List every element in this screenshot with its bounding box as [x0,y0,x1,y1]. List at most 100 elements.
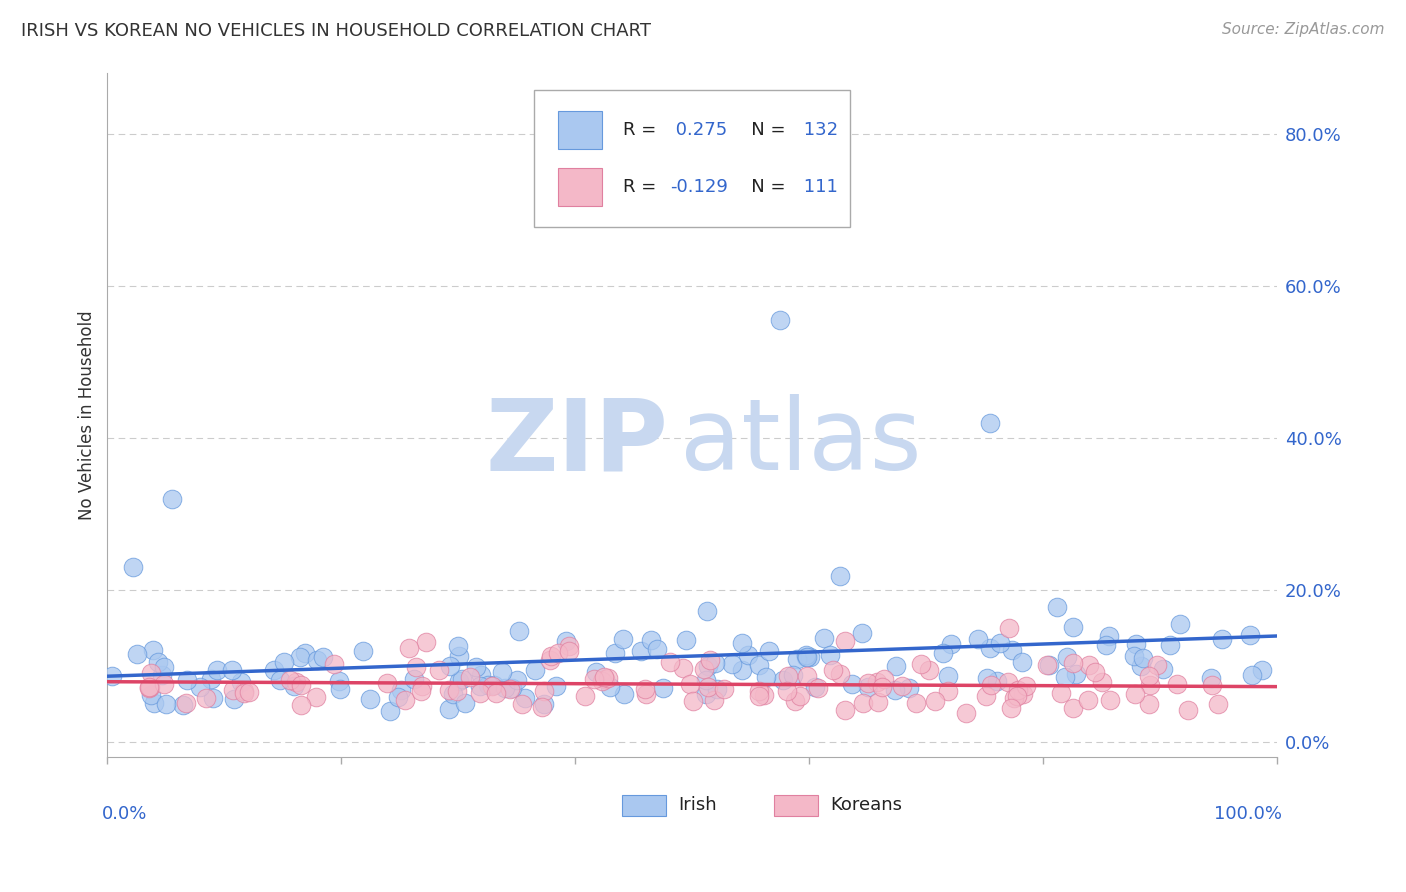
Point [402,672,425,686]
Point [468,686,491,700]
Point [232,683,254,698]
Point [866,674,889,689]
Text: ZIP: ZIP [485,394,669,491]
Point [585,665,607,679]
Point [818,648,841,663]
Text: 111: 111 [799,178,838,196]
Point [924,694,946,708]
Point [1098,629,1121,643]
Point [695,673,717,688]
Point [202,690,225,705]
Point [415,635,437,649]
Point [695,687,717,701]
Point [1177,703,1199,717]
Point [1046,599,1069,614]
Point [807,681,830,696]
Point [884,658,907,673]
Point [612,632,634,646]
Point [574,690,596,704]
Point [429,663,451,677]
Point [841,677,863,691]
Point [593,672,616,686]
Point [359,692,381,706]
Point [290,678,312,692]
Point [1152,662,1174,676]
Point [1129,659,1152,673]
Point [1123,649,1146,664]
Point [693,662,716,676]
Text: IRISH VS KOREAN NO VEHICLES IN HOUSEHOLD CORRELATION CHART: IRISH VS KOREAN NO VEHICLES IN HOUSEHOLD… [21,22,651,40]
Point [1159,638,1181,652]
Point [936,684,959,698]
Point [1099,693,1122,707]
Point [238,684,260,698]
Point [703,693,725,707]
Point [699,652,721,666]
Point [986,673,1008,688]
Point [555,634,578,648]
Point [172,698,194,713]
Point [194,691,217,706]
Text: 132: 132 [799,121,838,139]
Point [143,696,166,710]
Point [1036,658,1059,673]
Point [538,653,561,667]
Point [821,663,844,677]
Point [263,664,285,678]
Point [229,674,252,689]
Point [1206,697,1229,711]
Point [200,672,222,686]
Point [558,643,581,657]
Point [941,637,963,651]
Point [813,631,835,645]
Point [510,697,533,711]
Point [778,668,800,682]
Point [222,682,245,697]
Point [375,675,398,690]
Text: N =: N = [734,121,792,139]
Point [329,681,352,696]
Point [273,656,295,670]
Point [1211,632,1233,646]
Point [222,692,245,706]
Point [856,680,879,694]
Point [1251,663,1274,677]
Text: 100.0%: 100.0% [1215,805,1282,823]
Point [290,698,312,712]
Point [1015,679,1038,693]
Point [592,670,614,684]
Point [411,679,433,693]
Point [599,681,621,695]
Point [460,670,482,684]
Point [1084,665,1107,680]
Point [446,683,468,698]
Point [1062,620,1084,634]
Point [645,642,668,657]
Point [678,676,700,690]
Point [696,603,718,617]
Point [152,677,174,691]
Point [596,671,619,685]
Point [283,679,305,693]
Point [772,673,794,688]
Point [482,678,505,692]
Point [138,681,160,696]
Text: 0.0%: 0.0% [101,805,146,823]
Point [1007,683,1029,698]
Point [485,686,508,700]
Point [328,674,350,689]
Point [153,660,176,674]
Point [786,651,808,665]
Point [821,207,844,221]
Point [1201,678,1223,692]
Point [447,639,470,653]
Point [491,665,513,680]
Point [508,624,530,638]
Point [176,673,198,687]
Text: Irish: Irish [678,797,717,814]
Point [730,636,752,650]
Point [501,681,523,696]
Point [1064,667,1087,681]
Point [883,682,905,697]
Point [269,673,291,687]
